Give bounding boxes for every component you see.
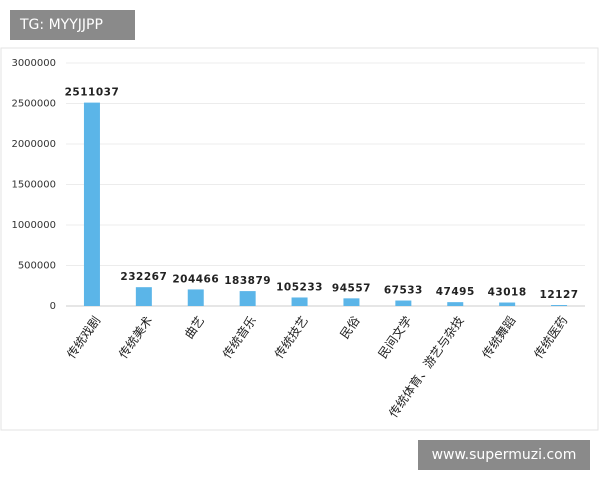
- bar: [291, 297, 308, 306]
- bar: [499, 302, 516, 306]
- bar: [395, 300, 412, 306]
- y-tick-label: 500000: [18, 261, 56, 272]
- value-label: 43018: [488, 287, 527, 299]
- value-label: 183879: [224, 275, 271, 287]
- bar: [447, 302, 464, 306]
- chart-frame: [0, 47, 599, 431]
- value-label: 47495: [436, 286, 475, 298]
- bar: [551, 305, 568, 306]
- value-label: 2511037: [65, 87, 120, 99]
- value-label: 232267: [120, 271, 167, 283]
- value-label: 204466: [172, 273, 219, 285]
- y-tick-label: 2500000: [11, 99, 56, 110]
- bar: [239, 291, 256, 306]
- bar: [187, 289, 204, 306]
- watermark: www.supermuzi.com: [432, 447, 577, 463]
- y-tick-label: 1500000: [11, 180, 56, 191]
- value-label: 67533: [384, 285, 423, 297]
- bar: [135, 287, 152, 306]
- value-label: 105233: [276, 281, 323, 293]
- watermark: TG: MYYJJPP: [19, 17, 103, 33]
- y-tick-label: 2000000: [11, 139, 56, 150]
- y-tick-label: 0: [50, 301, 56, 312]
- bar: [343, 298, 360, 306]
- y-tick-label: 3000000: [11, 58, 56, 69]
- watermark-box: [10, 10, 135, 40]
- value-label: 94557: [332, 282, 371, 294]
- y-tick-label: 1000000: [11, 220, 56, 231]
- bar: [83, 102, 100, 306]
- watermark-box: [418, 440, 590, 470]
- value-label: 12127: [540, 289, 579, 301]
